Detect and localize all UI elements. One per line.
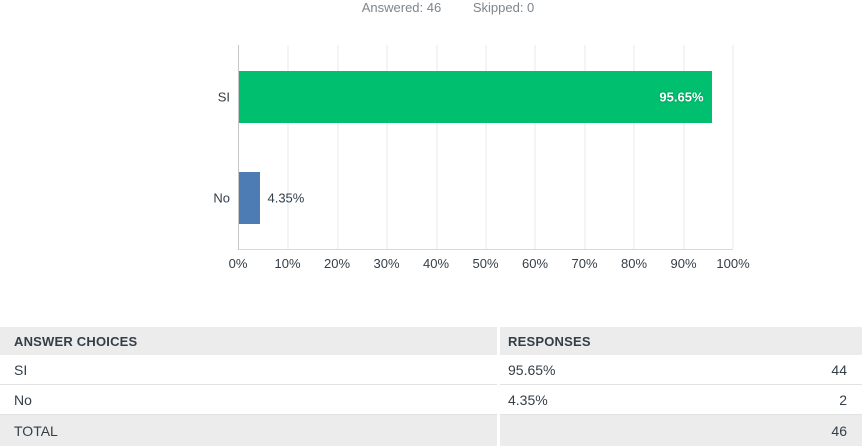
category-label-si: SI <box>217 89 230 105</box>
x-axis-tick: 80% <box>620 256 648 271</box>
bar-no: 4.35% <box>239 172 304 224</box>
bar-value-label-no: 4.35% <box>267 190 305 206</box>
gridline <box>732 45 734 249</box>
answer-choices-header: ANSWER CHOICES <box>0 327 497 355</box>
category-label-no: No <box>213 190 230 206</box>
table-total-row: TOTAL 46 <box>0 415 862 446</box>
bar-si: 95.65% <box>239 71 712 123</box>
x-axis-tick: 70% <box>571 256 598 271</box>
answer-stats: Answered: 46 Skipped: 0 <box>0 0 862 15</box>
responses-header: RESPONSES <box>500 327 862 355</box>
x-axis-tick: 50% <box>472 256 499 271</box>
x-axis-tick: 30% <box>373 256 400 271</box>
skipped-count-label: Skipped: 0 <box>472 0 535 15</box>
gridline <box>287 45 289 249</box>
bar-chart-plot-area: SI 95.65% No 4.35% <box>213 45 734 250</box>
results-table: ANSWER CHOICES RESPONSES SI 95.65% 44 No… <box>0 327 862 446</box>
gridline <box>633 45 635 249</box>
bar-row-no: No 4.35% <box>213 172 733 224</box>
total-label-cell: TOTAL <box>0 415 497 446</box>
gridline <box>534 45 536 249</box>
gridline <box>485 45 487 249</box>
percent-cell: 95.65% <box>508 361 556 378</box>
table-row-si: SI 95.65% 44 <box>0 355 862 385</box>
table-row-no: No 4.35% 2 <box>0 385 862 415</box>
x-axis-tick: 60% <box>521 256 549 271</box>
count-cell: 2 <box>839 391 847 408</box>
table-header-row: ANSWER CHOICES RESPONSES <box>0 327 862 355</box>
x-axis-tick: 40% <box>422 256 450 271</box>
percent-cell: 4.35% <box>508 391 548 408</box>
gridline <box>584 45 586 249</box>
gridline <box>436 45 438 249</box>
answered-count-label: Answered: 46 <box>361 0 442 15</box>
bar-row-si: SI 95.65% <box>218 71 733 123</box>
x-axis-tick: 10% <box>274 256 301 271</box>
choice-cell: No <box>0 385 497 415</box>
choice-cell: SI <box>0 355 497 385</box>
gridline <box>683 45 685 249</box>
x-axis-tick: 20% <box>323 256 351 271</box>
total-count-cell: 46 <box>831 422 847 439</box>
x-axis-tick: 0% <box>228 256 248 271</box>
gridline <box>337 45 339 249</box>
count-cell: 44 <box>831 361 847 378</box>
x-axis: 0% 10% 20% 30% 40% 50% 60% 70% 80% 90% 100% <box>229 256 750 272</box>
x-axis-tick: 90% <box>670 256 697 271</box>
gridline <box>386 45 388 249</box>
bar-value-label-si: 95.65% <box>659 89 704 105</box>
x-axis-tick: 100% <box>716 256 750 271</box>
